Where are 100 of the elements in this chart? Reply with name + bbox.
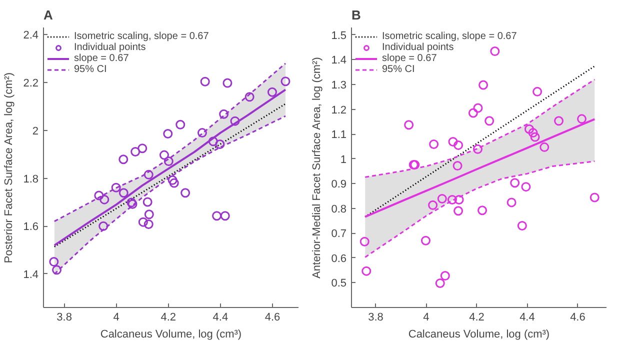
point: [510, 178, 520, 188]
point: [435, 278, 445, 288]
y-tick-label: 0.5: [331, 278, 347, 290]
point: [429, 139, 439, 149]
legend-label: 95% CI: [382, 64, 415, 75]
point: [577, 114, 587, 124]
point: [454, 140, 464, 150]
point: [138, 217, 148, 227]
point: [448, 136, 458, 146]
point: [197, 128, 207, 138]
x-tick-label: 4.6: [570, 312, 586, 324]
point: [176, 120, 186, 130]
point: [454, 194, 464, 204]
point: [506, 198, 516, 208]
point: [215, 140, 225, 150]
point: [138, 144, 148, 154]
point: [100, 194, 110, 204]
y-tick-label: 1.5: [331, 30, 347, 42]
point: [52, 265, 62, 275]
point: [554, 116, 564, 126]
point: [437, 194, 447, 204]
y-tick-label: 0.6: [331, 252, 347, 265]
point: [118, 154, 128, 164]
point: [142, 197, 152, 207]
point: [180, 188, 190, 198]
line-series: [364, 118, 596, 218]
legend-label: slope = 0.67: [382, 53, 437, 64]
point: [530, 132, 540, 142]
point: [49, 257, 59, 267]
y-tick-label: 2.2: [23, 78, 39, 90]
point: [144, 170, 154, 180]
point: [454, 206, 464, 216]
point: [169, 178, 179, 188]
point: [144, 210, 154, 220]
point: [111, 182, 121, 192]
point: [220, 211, 230, 221]
x-axis-title: Calcaneus Volume, log (cm³): [100, 328, 242, 340]
point: [452, 161, 462, 171]
x-tick-label: 4: [113, 312, 120, 324]
point: [222, 78, 232, 88]
x-tick-label: 4.4: [212, 312, 228, 324]
x-tick-label: 4.2: [469, 312, 484, 324]
point: [478, 80, 488, 90]
point: [244, 92, 254, 102]
point: [118, 188, 128, 198]
point: [212, 211, 222, 221]
y-tick-label: 1: [340, 154, 347, 166]
point: [404, 120, 414, 130]
point: [420, 236, 430, 246]
point: [362, 266, 372, 276]
line-series: [364, 160, 596, 258]
point: [528, 128, 538, 138]
point: [130, 146, 140, 156]
y-axis-title: Anterior-Medial Facet Surface Area, log (cm²): [311, 57, 324, 278]
y-tick-label: 1.2: [331, 104, 347, 116]
legend-label: Individual points: [382, 42, 454, 53]
y-tick-label: 1.4: [331, 54, 347, 67]
point: [94, 190, 104, 200]
x-tick-label: 4.6: [264, 312, 280, 324]
legend-label: Isometric scaling, slope = 0.67: [74, 31, 209, 42]
point: [164, 156, 174, 166]
point: [230, 116, 240, 126]
chart-title: A: [44, 8, 54, 22]
y-tick-label: 0.8: [331, 203, 347, 216]
y-tick-label: 2: [32, 125, 39, 138]
y-tick-label: 1.6: [23, 221, 39, 234]
point: [163, 129, 173, 138]
point: [98, 221, 108, 231]
point: [440, 271, 450, 281]
point: [468, 108, 478, 118]
point: [472, 144, 482, 154]
legend-label: slope = 0.67: [74, 53, 129, 64]
y-tick-label: 2.4: [23, 30, 39, 42]
point: [200, 76, 210, 86]
point: [478, 206, 488, 216]
legend-label: Individual points: [74, 42, 146, 53]
point: [532, 86, 542, 96]
point: [219, 109, 229, 119]
x-tick-label: 4.4: [520, 312, 535, 324]
legend-label: 95% CI: [74, 64, 107, 75]
point: [540, 142, 550, 152]
point: [590, 192, 600, 202]
x-tick-label: 3.8: [56, 312, 72, 324]
y-tick-label: 1.3: [331, 79, 347, 92]
point: [484, 116, 494, 126]
y-tick-label: 1.8: [23, 173, 39, 186]
point: [524, 124, 534, 134]
point: [159, 150, 169, 160]
y-tick-label: 0.7: [331, 228, 347, 240]
point: [280, 76, 290, 86]
line-series: [54, 62, 286, 222]
line-series: [364, 78, 596, 178]
point: [428, 200, 438, 210]
point: [208, 136, 218, 146]
point: [168, 175, 178, 185]
x-tick-label: 3.8: [368, 312, 384, 324]
x-axis-title: Calcaneus Volume, log (cm³): [408, 328, 550, 340]
point: [490, 46, 500, 56]
point: [473, 103, 483, 113]
y-tick-label: 1.1: [331, 129, 347, 142]
